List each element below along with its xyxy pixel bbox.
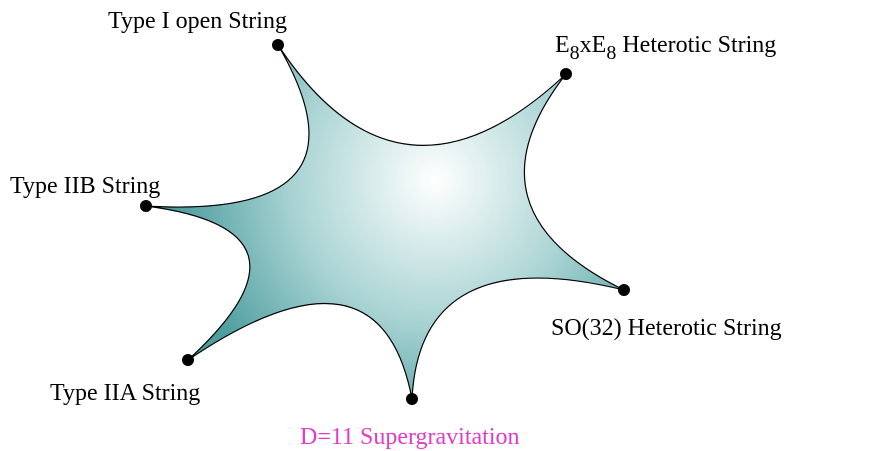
node-dot: [560, 68, 572, 80]
node-dot: [140, 200, 152, 212]
node-dot: [182, 354, 194, 366]
node-dot: [406, 393, 418, 405]
node-dot: [618, 284, 630, 296]
label-part: E: [555, 32, 570, 58]
label-part: Heterotic String: [616, 32, 776, 58]
diagram: Type I open String E8xE8 Heterotic Strin…: [0, 0, 881, 451]
node-dot: [272, 39, 284, 51]
node-label: SO(32) Heterotic String: [551, 315, 782, 341]
label-part: xE: [580, 32, 607, 58]
node-label: Type IIB String: [10, 173, 160, 199]
subscript: 8: [570, 42, 580, 64]
node-label: Type IIA String: [50, 380, 200, 406]
subscript: 8: [606, 42, 616, 64]
node-label: Type I open String: [108, 8, 287, 34]
node-label: D=11 Supergravitation: [300, 424, 520, 450]
moduli-star: [146, 45, 624, 399]
node-label: E8xE8 Heterotic String: [555, 32, 776, 64]
